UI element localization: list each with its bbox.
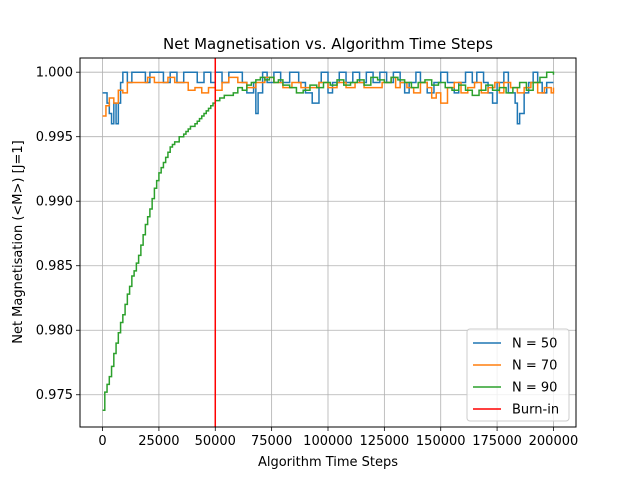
x-tick-label: 100000	[303, 434, 353, 449]
legend-label: N = 50	[512, 337, 557, 352]
series-layer	[102, 58, 555, 427]
legend: N = 50 N = 70 N = 90 Burn-in	[466, 328, 570, 422]
x-tick-label: 175000	[472, 434, 522, 449]
series-line-n70	[102, 76, 555, 117]
x-tick-label: 200000	[529, 434, 579, 449]
y-axis-label: Net Magnetisation (<M>) [J=1]	[11, 140, 26, 344]
y-tick-label: 0.985	[36, 259, 73, 274]
x-tick-label: 50000	[195, 434, 236, 449]
y-tick-label: 0.980	[36, 324, 73, 339]
legend-box	[466, 328, 570, 422]
x-tick-label: 75000	[251, 434, 292, 449]
x-tick-label: 25000	[138, 434, 179, 449]
series-line-n90	[102, 71, 555, 411]
ticks: 0 25000 50000 75000 100000 125000 150000 175000…	[36, 66, 578, 449]
legend-label: Burn-in	[512, 403, 559, 418]
y-tick-label: 0.990	[36, 195, 73, 210]
chart-title: Net Magnetisation vs. Algorithm Time Ste…	[163, 35, 493, 53]
x-tick-label: 125000	[360, 434, 410, 449]
legend-label: N = 90	[512, 381, 557, 396]
y-tick-label: 1.000	[36, 66, 73, 81]
y-tick-label: 0.995	[36, 130, 73, 145]
y-tick-label: 0.975	[36, 388, 73, 403]
x-tick-label: 0	[98, 434, 106, 449]
x-axis-label: Algorithm Time Steps	[258, 455, 398, 470]
grid	[80, 58, 576, 427]
x-tick-label: 150000	[416, 434, 466, 449]
legend-label: N = 70	[512, 359, 557, 374]
